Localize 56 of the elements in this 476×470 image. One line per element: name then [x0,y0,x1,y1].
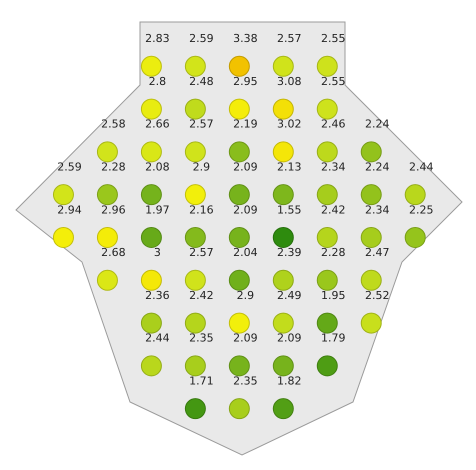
data-label: 2.28 [101,160,126,174]
data-label: 2.44 [145,332,170,345]
data-label: 2.96 [101,203,126,216]
data-label: 2.94 [57,203,82,216]
data-label: 2.09 [233,160,258,174]
data-label: 2.35 [233,374,258,388]
data-label: 2.09 [233,332,258,345]
data-label: 2.35 [189,332,214,345]
data-label: 2.47 [364,246,390,260]
data-label: 2.04 [233,246,258,260]
data-label: 2.49 [277,288,302,302]
data-label: 2.46 [321,118,346,131]
data-label: 2.13 [277,160,302,174]
data-label: 2.8 [148,74,166,88]
data-label: 2.34 [364,203,390,216]
data-label: 1.71 [189,374,214,388]
data-label: 2.57 [189,246,214,260]
data-label: 1.55 [277,203,302,216]
data-label: 3.08 [277,74,302,88]
data-label: 2.16 [189,203,214,216]
data-label: 2.83 [145,32,170,46]
data-label: 2.34 [321,160,346,174]
data-label: 2.59 [189,32,214,46]
data-label: 2.95 [233,74,258,88]
data-label: 2.24 [364,118,390,131]
data-label: 2.55 [321,74,346,88]
data-label: 1.79 [321,332,346,345]
data-label: 1.95 [321,288,346,302]
data-label: 2.55 [321,32,346,46]
data-label: 2.09 [233,203,258,216]
data-label: 2.24 [364,160,390,174]
data-label: 1.82 [277,374,302,388]
data-label: 2.44 [408,160,434,174]
data-label: 2.57 [277,32,302,46]
data-label: 2.58 [101,118,126,131]
data-label: 2.66 [145,118,170,131]
data-label: 2.09 [277,332,302,345]
data-label: 2.42 [189,288,214,302]
data-label: 2.19 [233,118,258,131]
data-label: 2.48 [189,74,214,88]
data-label: 3 [154,246,161,260]
data-label: 2.42 [321,203,346,216]
data-label: 2.9 [236,288,254,302]
data-label: 2.68 [101,246,126,260]
data-label: 1.97 [145,203,170,216]
data-label: 2.08 [145,160,170,174]
data-label: 2.25 [408,203,434,216]
data-label: 3.02 [277,118,302,131]
data-label: 2.52 [364,288,390,302]
data-label: 2.9 [192,160,210,174]
data-label: 2.59 [57,160,82,174]
data-label: 2.57 [189,118,214,131]
data-label: 2.39 [277,246,302,260]
data-label: 3.38 [233,32,258,46]
data-label: 2.28 [321,246,346,260]
data-label: 2.36 [145,288,170,302]
